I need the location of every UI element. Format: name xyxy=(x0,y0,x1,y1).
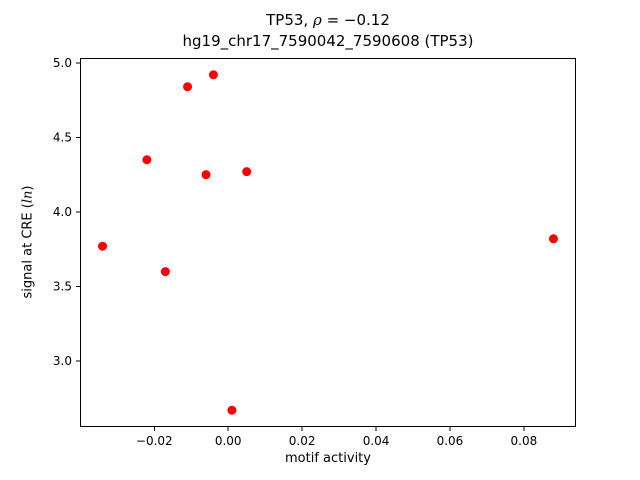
y-tick-label: 4.0 xyxy=(53,205,72,219)
y-axis-label-prefix: signal at CRE ( xyxy=(20,203,36,299)
y-tick-label: 5.0 xyxy=(53,56,72,70)
y-axis-label-italic: ln xyxy=(20,190,36,204)
axes-box xyxy=(80,58,576,427)
data-point xyxy=(142,155,152,165)
y-tick-label: 4.5 xyxy=(53,130,72,144)
title-block: TP53, ρ = −0.12 hg19_chr17_7590042_75906… xyxy=(80,10,576,52)
x-tick-label: 0.00 xyxy=(215,434,242,448)
x-tick-label: 0.02 xyxy=(289,434,316,448)
chart-title: TP53, ρ = −0.12 xyxy=(80,10,576,31)
data-point xyxy=(227,405,237,415)
data-point xyxy=(160,267,170,277)
x-tick-label: 0.04 xyxy=(363,434,390,448)
rho-symbol: ρ xyxy=(312,11,322,29)
x-tick-label: 0.08 xyxy=(511,434,538,448)
data-point xyxy=(201,170,211,180)
chart-title-value: = −0.12 xyxy=(321,11,390,29)
data-point xyxy=(98,241,108,251)
y-tick-label: 3.5 xyxy=(53,279,72,293)
y-axis-label-suffix: ) xyxy=(20,185,36,191)
data-point xyxy=(242,167,252,177)
data-point xyxy=(548,234,558,244)
data-point xyxy=(208,70,218,80)
x-axis-label: motif activity xyxy=(285,451,371,466)
y-tick-label: 3.0 xyxy=(53,354,72,368)
data-point xyxy=(183,82,193,92)
chart-title-prefix: TP53, xyxy=(266,11,313,29)
x-tick-label: −0.02 xyxy=(136,434,173,448)
chart-subtitle: hg19_chr17_7590042_7590608 (TP53) xyxy=(182,32,474,50)
x-tick-label: 0.06 xyxy=(437,434,464,448)
y-axis-label: signal at CRE (ln) xyxy=(21,186,36,299)
